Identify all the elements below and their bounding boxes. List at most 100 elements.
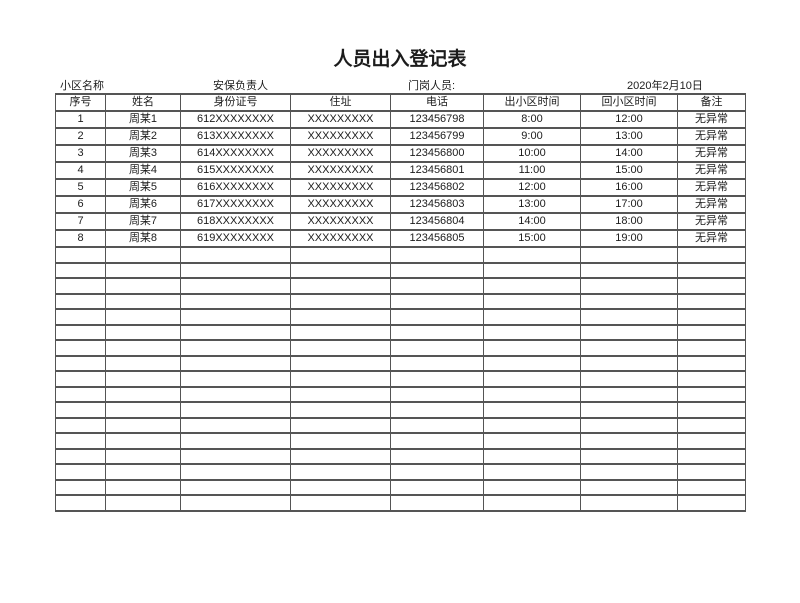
table-row: 3 周某3 614XXXXXXXX XXXXXXXXX 123456800 10:00 14… <box>55 144 746 163</box>
table-cell: 123456804 <box>390 212 484 231</box>
empty-table-cell <box>580 354 678 372</box>
table-cell: 15:00 <box>580 161 678 180</box>
empty-table-cell <box>483 478 581 496</box>
empty-table-cell <box>180 308 291 326</box>
empty-table-cell <box>180 494 291 512</box>
table-cell: 123456801 <box>390 161 484 180</box>
empty-table-cell <box>390 354 484 372</box>
empty-table-cell <box>55 354 106 372</box>
empty-table-cell <box>580 463 678 481</box>
table-cell: 9:00 <box>483 127 581 146</box>
empty-table-cell <box>390 339 484 357</box>
empty-table-cell <box>290 339 391 357</box>
table-cell: XXXXXXXXX <box>290 212 391 231</box>
empty-table-cell <box>580 261 678 279</box>
column-header: 序号 <box>55 93 106 112</box>
empty-table-cell <box>677 277 746 295</box>
empty-table-cell <box>55 323 106 341</box>
table-cell: 7 <box>55 212 106 231</box>
empty-table-cell <box>105 354 181 372</box>
empty-table-cell <box>677 463 746 481</box>
empty-table-row <box>55 308 746 326</box>
empty-table-cell <box>105 416 181 434</box>
table-cell: 无异常 <box>677 195 746 214</box>
empty-table-cell <box>105 478 181 496</box>
empty-table-cell <box>390 246 484 264</box>
table-cell: 12:00 <box>483 178 581 197</box>
empty-table-cell <box>390 261 484 279</box>
empty-table-cell <box>180 447 291 465</box>
table-cell: 123456799 <box>390 127 484 146</box>
empty-table-cell <box>105 308 181 326</box>
table-cell: XXXXXXXXX <box>290 110 391 129</box>
table-cell: 16:00 <box>580 178 678 197</box>
empty-table-cell <box>55 292 106 310</box>
empty-table-cell <box>677 416 746 434</box>
table-cell: 19:00 <box>580 229 678 248</box>
table-cell: 无异常 <box>677 110 746 129</box>
empty-table-row <box>55 354 746 372</box>
table-row: 2 周某2 613XXXXXXXX XXXXXXXXX 123456799 9:00 13:… <box>55 127 746 146</box>
empty-table-cell <box>290 261 391 279</box>
empty-table-cell <box>483 370 581 388</box>
empty-table-cell <box>105 447 181 465</box>
empty-table-row <box>55 432 746 450</box>
empty-table-cell <box>180 416 291 434</box>
empty-table-cell <box>55 339 106 357</box>
table-cell: 614XXXXXXXX <box>180 144 291 163</box>
column-header: 住址 <box>290 93 391 112</box>
table-row: 5 周某5 616XXXXXXXX XXXXXXXXX 123456802 12:00 16… <box>55 178 746 197</box>
table-cell: 10:00 <box>483 144 581 163</box>
empty-table-cell <box>105 339 181 357</box>
empty-table-cell <box>290 308 391 326</box>
empty-table-cell <box>290 432 391 450</box>
empty-table-cell <box>390 478 484 496</box>
empty-table-row <box>55 478 746 496</box>
table-cell: XXXXXXXXX <box>290 144 391 163</box>
empty-table-cell <box>390 277 484 295</box>
empty-table-row <box>55 463 746 481</box>
empty-table-cell <box>483 261 581 279</box>
empty-table-cell <box>580 447 678 465</box>
column-header: 出小区时间 <box>483 93 581 112</box>
empty-table-row <box>55 323 746 341</box>
empty-table-cell <box>180 385 291 403</box>
empty-table-cell <box>580 416 678 434</box>
table-cell: 周某8 <box>105 229 181 248</box>
empty-table-cell <box>180 261 291 279</box>
empty-table-cell <box>105 432 181 450</box>
empty-table-cell <box>677 323 746 341</box>
empty-table-cell <box>677 246 746 264</box>
column-header: 身份证号 <box>180 93 291 112</box>
empty-table-cell <box>483 401 581 419</box>
info-row: 小区名称 安保负责人 门岗人员: 2020年2月10日 <box>0 77 800 92</box>
empty-table-cell <box>580 478 678 496</box>
empty-table-cell <box>180 246 291 264</box>
empty-table-cell <box>390 385 484 403</box>
empty-table-cell <box>677 447 746 465</box>
table-cell: XXXXXXXXX <box>290 178 391 197</box>
empty-table-cell <box>180 277 291 295</box>
table-cell: 619XXXXXXXX <box>180 229 291 248</box>
empty-table-cell <box>180 339 291 357</box>
record-date: 2020年2月10日 <box>627 80 703 92</box>
empty-table-cell <box>105 246 181 264</box>
empty-table-cell <box>390 432 484 450</box>
empty-table-cell <box>105 463 181 481</box>
empty-table-row <box>55 385 746 403</box>
page-title: 人员出入登记表 <box>333 49 467 70</box>
table-cell: 15:00 <box>483 229 581 248</box>
table-cell: 123456800 <box>390 144 484 163</box>
empty-table-cell <box>55 463 106 481</box>
table-cell: 无异常 <box>677 229 746 248</box>
empty-table-cell <box>580 494 678 512</box>
empty-table-cell <box>483 354 581 372</box>
empty-table-cell <box>677 370 746 388</box>
security-manager-label: 安保负责人 <box>213 80 268 92</box>
empty-table-cell <box>180 354 291 372</box>
table-cell: 14:00 <box>580 144 678 163</box>
empty-table-cell <box>483 447 581 465</box>
table-row: 1 周某1 612XXXXXXXX XXXXXXXXX 123456798 8:00 12:… <box>55 110 746 129</box>
empty-table-cell <box>580 401 678 419</box>
empty-table-cell <box>180 463 291 481</box>
